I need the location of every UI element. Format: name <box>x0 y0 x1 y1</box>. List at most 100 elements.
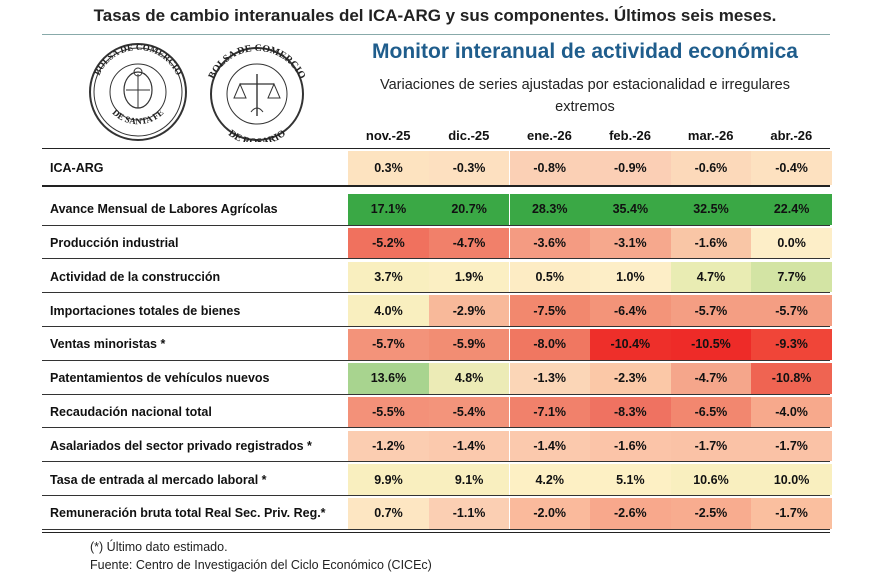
table-cell: 0.7% <box>348 498 429 529</box>
table-cell: -5.5% <box>348 396 429 428</box>
table-row: Recaudación nacional total -5.5% -5.4% -7.1… <box>42 396 832 429</box>
table-cell: -4.7% <box>428 227 510 259</box>
table-cell: -2.5% <box>670 498 752 529</box>
table-cell: -5.7% <box>670 295 752 326</box>
table-cell: -10.5% <box>670 329 752 360</box>
table-cell: -3.6% <box>509 227 590 259</box>
table-cell: -1.7% <box>751 430 832 462</box>
row-label: ICA-ARG <box>50 161 104 175</box>
table-cell: 4.0% <box>348 295 429 326</box>
table-cell: 20.7% <box>428 194 510 225</box>
table-cell: -0.6% <box>670 151 752 185</box>
table-cell: -0.4% <box>751 151 832 185</box>
table-cell: 4.8% <box>428 363 510 394</box>
svg-text:DE ROSARIO: DE ROSARIO <box>226 128 288 142</box>
table-cell: 10.0% <box>751 464 832 495</box>
column-header: ene.-26 <box>527 128 572 143</box>
row-label: Producción industrial <box>50 236 179 251</box>
table-cell: -0.8% <box>509 151 590 185</box>
table-row: Avance Mensual de Labores Agrícolas 17.1%… <box>42 194 832 226</box>
row-label: Patentamientos de vehículos nuevos <box>50 371 270 386</box>
table-cell: 3.7% <box>348 261 429 293</box>
table-cell: 28.3% <box>509 194 590 225</box>
table-cell: 35.4% <box>590 194 671 225</box>
table-cell: -4.7% <box>670 363 752 394</box>
table-cell: 1.9% <box>428 261 510 293</box>
table-cell: -1.4% <box>428 430 510 462</box>
table-cell: 10.6% <box>670 464 752 495</box>
table-cell: 5.1% <box>590 464 671 495</box>
source-note: Fuente: Centro de Investigación del Cicl… <box>90 558 432 572</box>
data-table-frame <box>42 148 830 533</box>
row-label: Recaudación nacional total <box>50 405 212 420</box>
row-label: Importaciones totales de bienes <box>50 303 241 318</box>
seal-santa-fe-icon: BOLSA DE COMERCIO DE SANTA FE <box>82 42 194 142</box>
table-cell: -1.2% <box>348 430 429 462</box>
row-label: Remuneración bruta total Real Sec. Priv.… <box>50 506 326 521</box>
table-cell: -0.3% <box>428 151 510 185</box>
table-cell: -5.7% <box>348 329 429 360</box>
title-divider <box>42 34 830 35</box>
table-cell: -8.3% <box>590 396 671 428</box>
table-row: Patentamientos de vehículos nuevos 13.6% 4… <box>42 363 832 395</box>
table-cell: 32.5% <box>670 194 752 225</box>
table-cell: -5.2% <box>348 227 429 259</box>
table-cell: -1.7% <box>751 498 832 529</box>
row-label: Tasa de entrada al mercado laboral * <box>50 472 267 487</box>
row-label: Actividad de la construcción <box>50 269 221 284</box>
table-cell: 4.2% <box>509 464 590 495</box>
table-cell: 17.1% <box>348 194 429 225</box>
monitor-subtitle: Variaciones de series ajustadas por esta… <box>380 77 790 115</box>
table-cell: -0.9% <box>590 151 671 185</box>
table-row: Remuneración bruta total Real Sec. Priv.… <box>42 498 832 530</box>
monitor-title: Monitor interanual de actividad económic… <box>372 40 798 63</box>
table-cell: 9.9% <box>348 464 429 495</box>
svg-text:DE SANTA FE: DE SANTA FE <box>111 107 166 126</box>
table-cell: -2.9% <box>428 295 510 326</box>
table-cell: 4.7% <box>670 261 752 293</box>
table-cell: 7.7% <box>751 261 832 293</box>
table-cell: 1.0% <box>590 261 671 293</box>
table-cell: -5.7% <box>751 295 832 326</box>
table-cell: -9.3% <box>751 329 832 360</box>
table-cell: -10.4% <box>590 329 671 360</box>
column-header: nov.-25 <box>365 128 411 143</box>
column-header: dic.-25 <box>448 128 490 143</box>
table-cell: -1.7% <box>670 430 752 462</box>
table-row: Asalariados del sector privado registrad… <box>42 430 832 463</box>
table-cell: -2.6% <box>590 498 671 529</box>
seal-rosario-icon: BOLSA DE COMERCIO DE ROSARIO <box>198 42 316 142</box>
table-cell: -7.1% <box>509 396 590 428</box>
table-cell: -1.6% <box>590 430 671 462</box>
table-cell: 0.3% <box>348 151 429 185</box>
table-cell: -3.1% <box>590 227 671 259</box>
table-row: ICA-ARG 0.3% -0.3% -0.8% -0.9% -0.6% -0.4% <box>42 151 832 187</box>
table-cell: -1.6% <box>670 227 752 259</box>
table-cell: 0.5% <box>509 261 590 293</box>
table-cell: -1.1% <box>428 498 510 529</box>
table-row: Ventas minoristas * -5.7% -5.9% -8.0% -10.4%… <box>42 329 832 361</box>
table-cell: -6.4% <box>590 295 671 326</box>
footnote: (*) Último dato estimado. <box>90 540 228 554</box>
table-cell: -1.4% <box>509 430 590 462</box>
table-row: Tasa de entrada al mercado laboral * 9.9%… <box>42 464 832 496</box>
table-cell: -1.3% <box>509 363 590 394</box>
column-header: abr.-26 <box>770 128 813 143</box>
table-cell: -5.4% <box>428 396 510 428</box>
table-cell: 22.4% <box>751 194 832 225</box>
table-row: Actividad de la construcción 3.7% 1.9% 0.5%… <box>42 261 832 294</box>
column-header: feb.-26 <box>609 128 651 143</box>
table-row: Producción industrial -5.2% -4.7% -3.6% -3.1… <box>42 227 832 260</box>
table-cell: -7.5% <box>509 295 590 326</box>
table-cell: 13.6% <box>348 363 429 394</box>
table-row: Importaciones totales de bienes 4.0% -2.9%… <box>42 295 832 327</box>
table-cell: -2.3% <box>590 363 671 394</box>
table-cell: 0.0% <box>751 227 832 259</box>
table-cell: -10.8% <box>751 363 832 394</box>
table-cell: -8.0% <box>509 329 590 360</box>
table-cell: -4.0% <box>751 396 832 428</box>
row-label: Asalariados del sector privado registrad… <box>50 438 312 453</box>
table-cell: 9.1% <box>428 464 510 495</box>
top-title: Tasas de cambio interanuales del ICA-ARG… <box>93 6 777 25</box>
column-header: mar.-26 <box>687 128 734 143</box>
